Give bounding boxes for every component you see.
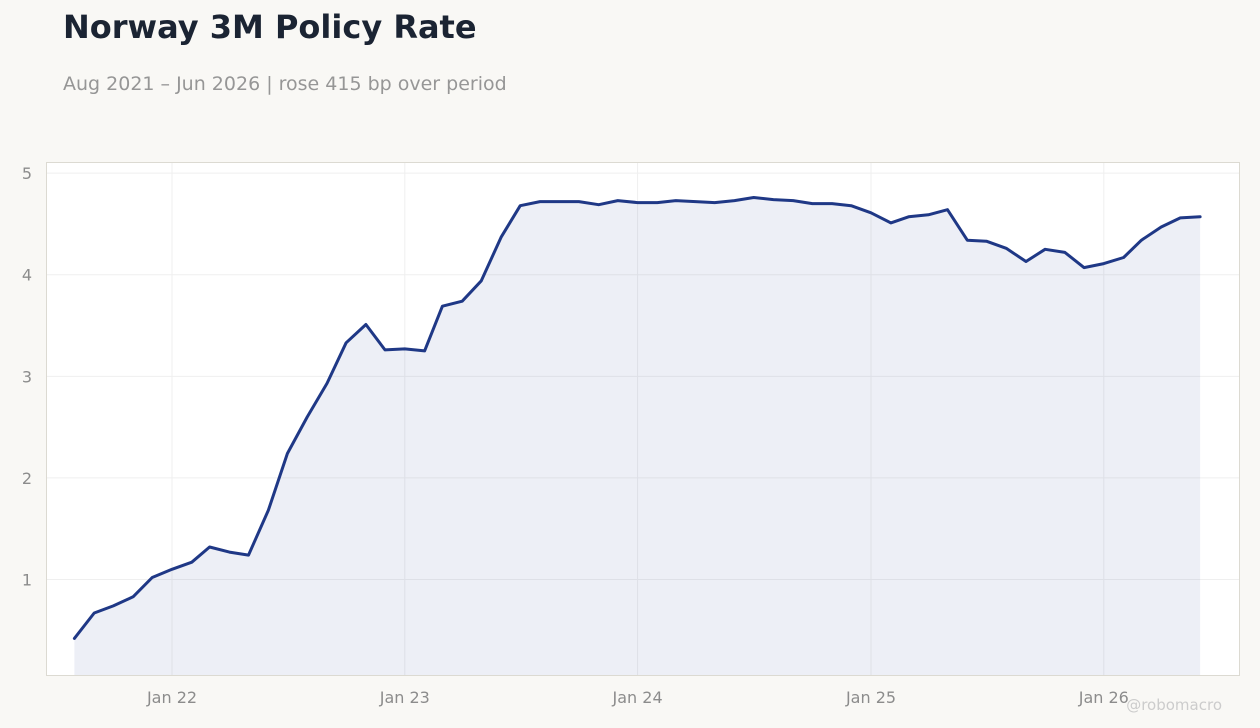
plot-area <box>46 162 1240 676</box>
chart-title: Norway 3M Policy Rate <box>63 8 477 46</box>
x-tick-label: Jan 23 <box>379 688 430 707</box>
y-tick-label: 1 <box>22 571 32 590</box>
x-tick-label: Jan 26 <box>1078 688 1129 707</box>
y-tick-label: 4 <box>22 266 32 285</box>
y-tick-label: 3 <box>22 367 32 386</box>
grid-layer <box>47 163 1239 675</box>
tick-layer: 1 2 3 4 5 Jan 22 Jan 23 Jan 24 Jan 25 Jan 26 <box>22 164 1129 707</box>
area-layer <box>74 197 1201 675</box>
x-tick-label: Jan 22 <box>146 688 197 707</box>
chart-subtitle: Aug 2021 – Jun 2026 | rose 415 bp over p… <box>63 73 507 95</box>
series-line <box>72 196 1202 640</box>
series-area-fill <box>74 197 1201 675</box>
watermark: @robomacro <box>1126 696 1222 714</box>
y-tick-label: 2 <box>22 469 32 488</box>
x-tick-label: Jan 25 <box>845 688 896 707</box>
x-tick-label: Jan 24 <box>612 688 663 707</box>
line-layer <box>72 196 1202 640</box>
y-tick-label: 5 <box>22 164 32 183</box>
